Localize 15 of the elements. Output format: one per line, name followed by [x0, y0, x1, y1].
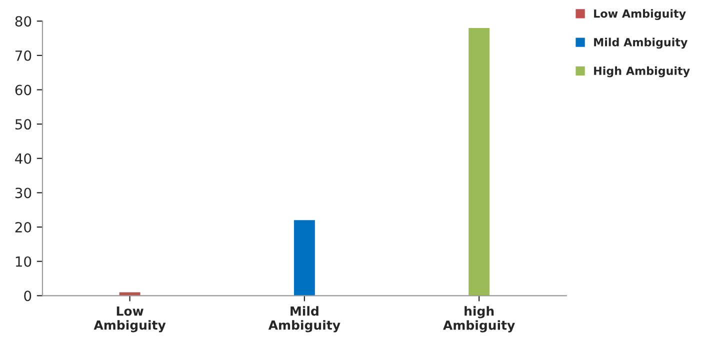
legend-label: High Ambiguity	[594, 66, 690, 78]
y-tick-label: 0	[24, 290, 32, 302]
x-tick-label: Mild Ambiguity	[268, 306, 340, 332]
y-tick-label: 40	[15, 153, 32, 164]
y-tick-label: 60	[15, 84, 32, 96]
y-tick-label: 80	[15, 16, 32, 27]
y-tick-label: 20	[15, 222, 32, 233]
y-tick-label: 50	[15, 119, 32, 130]
legend-label: Low Ambiguity	[594, 9, 686, 20]
y-tick-label: 70	[16, 50, 32, 61]
legend-label: Mild Ambiguity	[594, 38, 688, 49]
x-tick-label: high Ambiguity	[443, 306, 515, 332]
y-tick-label: 30	[15, 188, 32, 198]
x-tick-label: Low Ambiguity	[94, 306, 166, 332]
y-tick-label: 10	[16, 256, 32, 267]
